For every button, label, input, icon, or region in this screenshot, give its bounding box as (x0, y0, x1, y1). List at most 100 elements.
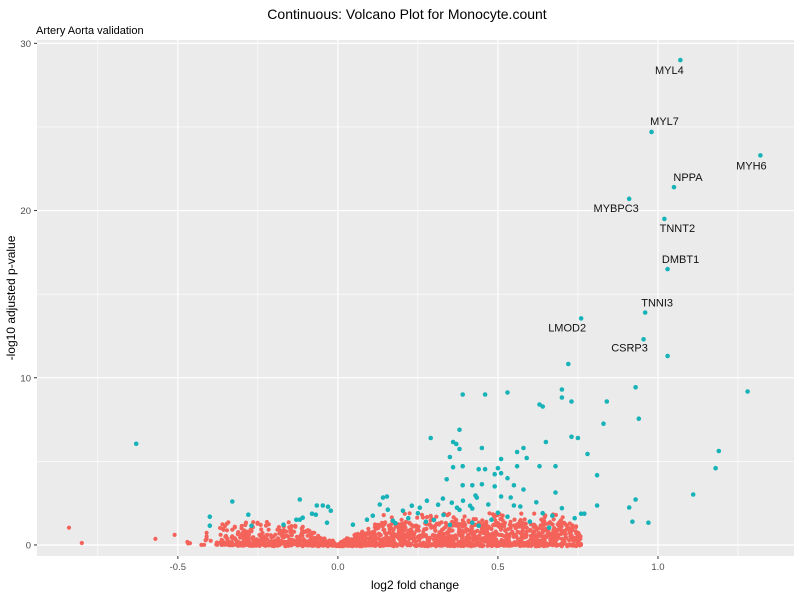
data-point-nonsignificant (569, 535, 574, 541)
data-point-nonsignificant (384, 534, 389, 539)
data-point-significant (578, 511, 584, 516)
data-point-nonsignificant (547, 531, 552, 536)
data-point-nonsignificant (218, 532, 223, 537)
data-point-nonsignificant (572, 535, 577, 541)
data-point-nonsignificant (389, 543, 394, 548)
data-point-nonsignificant (239, 526, 244, 531)
data-point-nonsignificant (394, 543, 400, 548)
data-point-significant (479, 445, 485, 451)
data-point-significant (479, 482, 485, 487)
data-point-nonsignificant (514, 534, 519, 539)
data-point-significant (207, 523, 213, 528)
data-point-nonsignificant (522, 543, 527, 548)
data-point-significant (380, 495, 386, 500)
data-point-nonsignificant (172, 532, 177, 538)
data-point-significant (450, 464, 456, 470)
data-point-nonsignificant (370, 534, 375, 539)
data-point-nonsignificant (541, 528, 546, 533)
data-point-nonsignificant (447, 541, 452, 547)
gene-point (671, 184, 677, 190)
x-tick-label: 0.0 (331, 562, 344, 573)
data-point-significant (325, 504, 331, 510)
data-point-significant (460, 463, 466, 469)
data-point-nonsignificant (382, 527, 387, 532)
data-point-nonsignificant (558, 526, 563, 531)
data-point-nonsignificant (371, 542, 376, 547)
data-point-nonsignificant (447, 534, 452, 540)
data-point-significant (467, 503, 473, 509)
data-point-nonsignificant (373, 535, 378, 540)
data-point-significant (601, 421, 606, 427)
data-point-significant (505, 514, 510, 519)
data-point-nonsignificant (266, 543, 271, 548)
data-point-nonsignificant (536, 531, 542, 536)
data-point-nonsignificant (153, 536, 158, 542)
data-point-nonsignificant (402, 532, 407, 538)
data-point-significant (431, 517, 437, 523)
data-point-nonsignificant (185, 539, 190, 545)
data-point-nonsignificant (375, 522, 380, 528)
data-point-significant (716, 448, 722, 454)
data-point-nonsignificant (295, 543, 300, 548)
data-point-nonsignificant (245, 542, 250, 548)
data-point-significant (423, 519, 429, 524)
plot-title: Continuous: Volcano Plot for Monocyte.co… (267, 6, 547, 22)
axes: -0.5 0.0 0.5 1.0 0 10 20 30 (20, 39, 664, 573)
data-point-nonsignificant (498, 523, 503, 528)
panel-background (37, 40, 794, 556)
data-point-significant (566, 361, 571, 367)
gene-label: CSRP3 (611, 342, 648, 354)
data-point-significant (474, 495, 480, 500)
data-point-nonsignificant (255, 543, 261, 548)
gene-label: TNNT2 (660, 223, 695, 235)
data-point-nonsignificant (251, 520, 256, 525)
data-point-nonsignificant (556, 523, 561, 528)
data-point-nonsignificant (298, 542, 303, 547)
data-point-nonsignificant (522, 517, 527, 522)
data-point-nonsignificant (570, 528, 575, 533)
data-point-significant (449, 500, 455, 506)
data-point-nonsignificant (434, 521, 439, 526)
data-point-significant (524, 455, 529, 461)
gene-point (758, 153, 763, 158)
data-point-nonsignificant (375, 541, 380, 546)
data-point-nonsignificant (487, 511, 492, 516)
data-point-nonsignificant (367, 542, 372, 547)
data-point-significant (428, 435, 434, 441)
data-point-nonsignificant (265, 532, 270, 538)
data-point-nonsignificant (534, 542, 539, 547)
data-point-nonsignificant (224, 528, 230, 533)
data-point-nonsignificant (240, 542, 245, 547)
data-point-significant (633, 497, 638, 502)
data-point-nonsignificant (532, 522, 537, 527)
data-point-nonsignificant (407, 542, 412, 547)
data-point-nonsignificant (455, 543, 460, 548)
data-point-significant (207, 514, 213, 519)
gene-point (642, 310, 648, 315)
data-point-nonsignificant (553, 543, 559, 548)
data-point-nonsignificant (360, 532, 365, 537)
data-point-significant (476, 523, 482, 528)
data-point-significant (559, 395, 565, 400)
data-point-nonsignificant (465, 538, 470, 543)
data-point-nonsignificant (424, 515, 430, 520)
data-point-nonsignificant (389, 531, 394, 537)
data-point-nonsignificant (542, 515, 547, 520)
data-point-significant (417, 505, 423, 511)
data-point-nonsignificant (501, 543, 507, 548)
data-point-nonsignificant (287, 539, 292, 544)
data-point-significant (534, 500, 539, 505)
data-point-nonsignificant (424, 526, 429, 531)
data-point-nonsignificant (518, 538, 524, 543)
data-point-nonsignificant (493, 529, 498, 534)
data-point-nonsignificant (548, 537, 553, 542)
data-point-nonsignificant (491, 523, 496, 528)
data-point-significant (230, 499, 235, 504)
gene-label: DMBT1 (662, 254, 699, 266)
data-point-nonsignificant (275, 527, 280, 532)
data-point-nonsignificant (432, 525, 437, 530)
data-point-significant (393, 520, 398, 526)
gene-label: NPPA (673, 172, 703, 184)
data-point-significant (559, 505, 565, 511)
data-point-significant (569, 434, 574, 440)
